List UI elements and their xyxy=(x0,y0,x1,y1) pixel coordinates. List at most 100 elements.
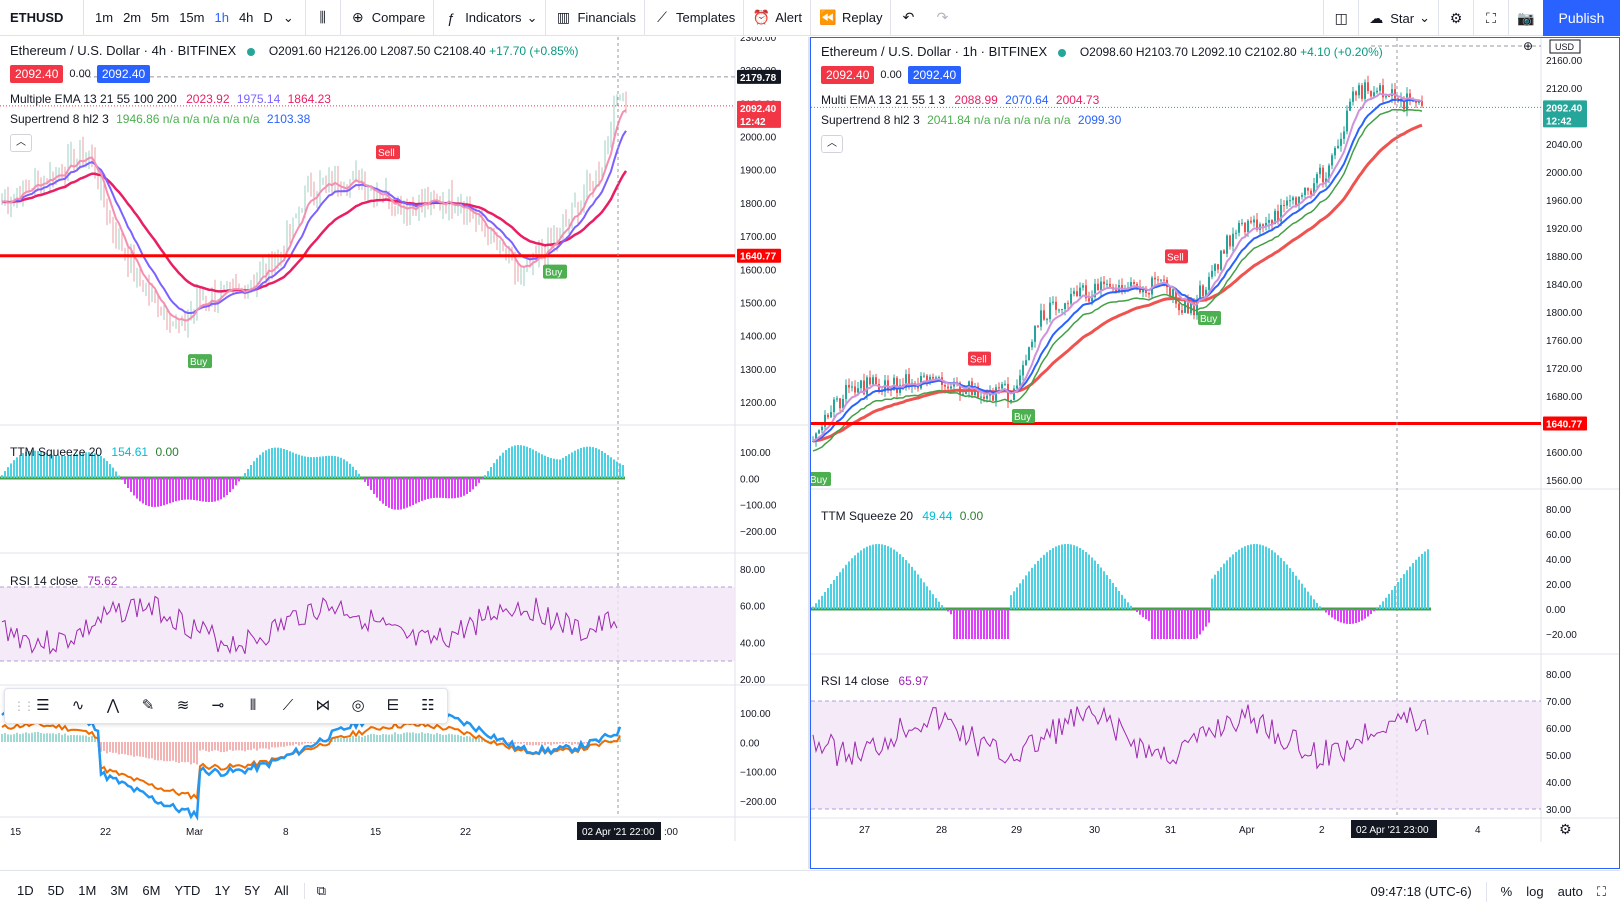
right-bid-button[interactable]: 2092.40 xyxy=(821,66,874,84)
right-ttm-legend[interactable]: TTM Squeeze 20 49.44 0.00 xyxy=(821,509,983,523)
fullscreen-button[interactable]: ⛶ xyxy=(1473,0,1508,36)
left-supertrend-legend[interactable]: Supertrend 8 hl2 3 1946.86 n/a n/a n/a n… xyxy=(10,112,310,126)
redo-button[interactable]: ↷ xyxy=(925,0,959,36)
candle-body xyxy=(923,376,925,377)
templates-button[interactable]: ⟋Templates xyxy=(645,0,744,36)
pattern-icon[interactable]: ⋈ xyxy=(310,693,336,719)
range-3m[interactable]: 3M xyxy=(103,883,135,899)
right-rsi-legend[interactable]: RSI 14 close 65.97 xyxy=(821,674,928,688)
brush-icon[interactable]: ✎ xyxy=(135,693,161,719)
right-supertrend-last: 2099.30 xyxy=(1078,113,1121,127)
settings-lines-icon[interactable]: ☷ xyxy=(415,693,441,719)
drag-handle-icon[interactable]: ⋮⋮ xyxy=(13,699,21,713)
replay-button[interactable]: ⏪Replay xyxy=(811,0,891,36)
right-supertrend-legend[interactable]: Supertrend 8 hl2 3 2041.84 n/a n/a n/a n… xyxy=(821,113,1121,127)
candle-body xyxy=(1223,250,1225,253)
timeframe-d[interactable]: D xyxy=(258,10,277,25)
auto-toggle[interactable]: auto xyxy=(1558,884,1583,899)
left-ttm-legend[interactable]: TTM Squeeze 20 154.61 0.00 xyxy=(10,445,179,459)
candle-body xyxy=(830,412,832,417)
drawing-toolbar[interactable]: ⋮⋮ ☰ ∿ ⋀ ✎ ≋ ⊸ ⫴ ⟋ ⋈ ◎ ⋿ ☷ xyxy=(4,688,448,724)
left-bid-button[interactable]: 2092.40 xyxy=(10,65,63,83)
candle-body xyxy=(998,387,1000,388)
goto-date-icon[interactable]: ⧉ xyxy=(304,883,333,899)
left-rsi-value: 75.62 xyxy=(87,574,117,588)
fib-icon[interactable]: ≋ xyxy=(170,693,196,719)
left-ask-button[interactable]: 2092.40 xyxy=(97,65,150,83)
vertical-lines-icon[interactable]: ⫴ xyxy=(240,693,266,719)
trendline-icon[interactable]: ⟋ xyxy=(275,693,301,719)
candle-body xyxy=(836,398,838,399)
timeframe-4h[interactable]: 4h xyxy=(234,10,258,25)
support-price-tag: 1640.77 xyxy=(740,252,777,263)
left-ttm-label: TTM Squeeze 20 xyxy=(10,445,102,459)
left-chart-title: Ethereum / U.S. Dollar · 4h · BITFINEX xyxy=(10,43,236,58)
snapshot-button[interactable]: 📷 xyxy=(1508,0,1543,36)
timeframe-15m[interactable]: 15m xyxy=(174,10,209,25)
range-1m[interactable]: 1M xyxy=(71,883,103,899)
price-axis-label: 2040.00 xyxy=(1546,140,1583,151)
abc-pattern-icon[interactable]: ⋀ xyxy=(100,693,126,719)
time-axis-label: 2 xyxy=(1319,825,1325,836)
left-change: +17.70 (+0.85%) xyxy=(489,44,578,58)
range-1y[interactable]: 1Y xyxy=(207,883,237,899)
right-chart-canvas[interactable]: USD2160.002120.002080.002040.002000.0019… xyxy=(811,38,1619,868)
legend-collapse-button[interactable]: ︿ xyxy=(821,135,843,153)
right-chart-pane[interactable]: USD2160.002120.002080.002040.002000.0019… xyxy=(810,37,1620,869)
settings-button[interactable]: ⚙ xyxy=(1438,0,1473,36)
fib-spiral-icon[interactable]: ◎ xyxy=(345,693,371,719)
left-ttm-value: 154.61 xyxy=(111,445,148,459)
time-axis-label: Mar xyxy=(186,827,204,838)
publish-button[interactable]: Publish xyxy=(1543,0,1620,36)
candle-body xyxy=(1388,96,1390,97)
right-ema-legend[interactable]: Multi EMA 13 21 55 1 3 2088.99 2070.64 2… xyxy=(821,93,1099,107)
timeframe-5m[interactable]: 5m xyxy=(146,10,174,25)
legend-collapse-button[interactable]: ︿ xyxy=(10,134,32,152)
price-axis-label: 1400.00 xyxy=(740,332,777,343)
candle-body xyxy=(944,385,946,387)
horizontal-line-icon[interactable]: ⊸ xyxy=(205,693,231,719)
right-ask-button[interactable]: 2092.40 xyxy=(908,66,961,84)
percent-toggle[interactable]: % xyxy=(1501,884,1513,899)
timeframe-1m[interactable]: 1m xyxy=(90,10,118,25)
range-1d[interactable]: 1D xyxy=(10,883,41,899)
symbol-search[interactable]: ETHUSD xyxy=(0,0,84,36)
clock[interactable]: 09:47:18 (UTC-6) xyxy=(1371,884,1472,899)
lines-tool-icon[interactable]: ☰ xyxy=(30,693,56,719)
price-axis-label: 80.00 xyxy=(1546,670,1571,681)
left-rsi-legend[interactable]: RSI 14 close 75.62 xyxy=(10,574,117,588)
timeframe-1h[interactable]: 1h xyxy=(209,10,233,25)
candle-body xyxy=(1160,280,1162,281)
compare-button[interactable]: ⊕Compare xyxy=(341,0,434,36)
price-axis-label: 100.00 xyxy=(740,448,771,459)
candle-body xyxy=(1004,384,1006,385)
gear-icon: ⚙ xyxy=(1447,10,1465,27)
candle-body xyxy=(1079,288,1081,296)
star-button[interactable]: ☁Star⌄ xyxy=(1358,0,1438,36)
financials-button[interactable]: ▥Financials xyxy=(546,0,645,36)
chevron-down-icon[interactable]: ⌄ xyxy=(278,10,299,26)
candle-body xyxy=(1241,223,1243,224)
market-open-icon xyxy=(1058,49,1066,57)
left-chart-pane[interactable]: 2300.002200.002100.002000.001900.001800.… xyxy=(0,37,810,869)
layout-button[interactable]: ◫ xyxy=(1323,0,1358,36)
channel-icon[interactable]: ⋿ xyxy=(380,693,406,719)
undo-button[interactable]: ↶ xyxy=(891,0,925,36)
log-toggle[interactable]: log xyxy=(1526,884,1543,899)
fullscreen-icon[interactable]: ⛶ xyxy=(1597,884,1606,900)
timeframe-2m[interactable]: 2m xyxy=(118,10,146,25)
range-6m[interactable]: 6M xyxy=(135,883,167,899)
range-5d[interactable]: 5D xyxy=(41,883,72,899)
candle-body xyxy=(1148,293,1150,294)
range-5y[interactable]: 5Y xyxy=(237,883,267,899)
wave-tool-icon[interactable]: ∿ xyxy=(65,693,91,719)
right-ema-value-1: 2088.99 xyxy=(954,93,997,107)
candle-body xyxy=(1346,111,1348,132)
chart-type-button[interactable]: ⫼ xyxy=(306,0,341,36)
range-ytd[interactable]: YTD xyxy=(167,883,207,899)
range-all[interactable]: All xyxy=(267,883,295,899)
candle-body xyxy=(1343,131,1345,138)
alert-button[interactable]: ⏰Alert xyxy=(744,0,811,36)
left-ema-legend[interactable]: Multiple EMA 13 21 55 100 200 2023.92 19… xyxy=(10,92,331,106)
